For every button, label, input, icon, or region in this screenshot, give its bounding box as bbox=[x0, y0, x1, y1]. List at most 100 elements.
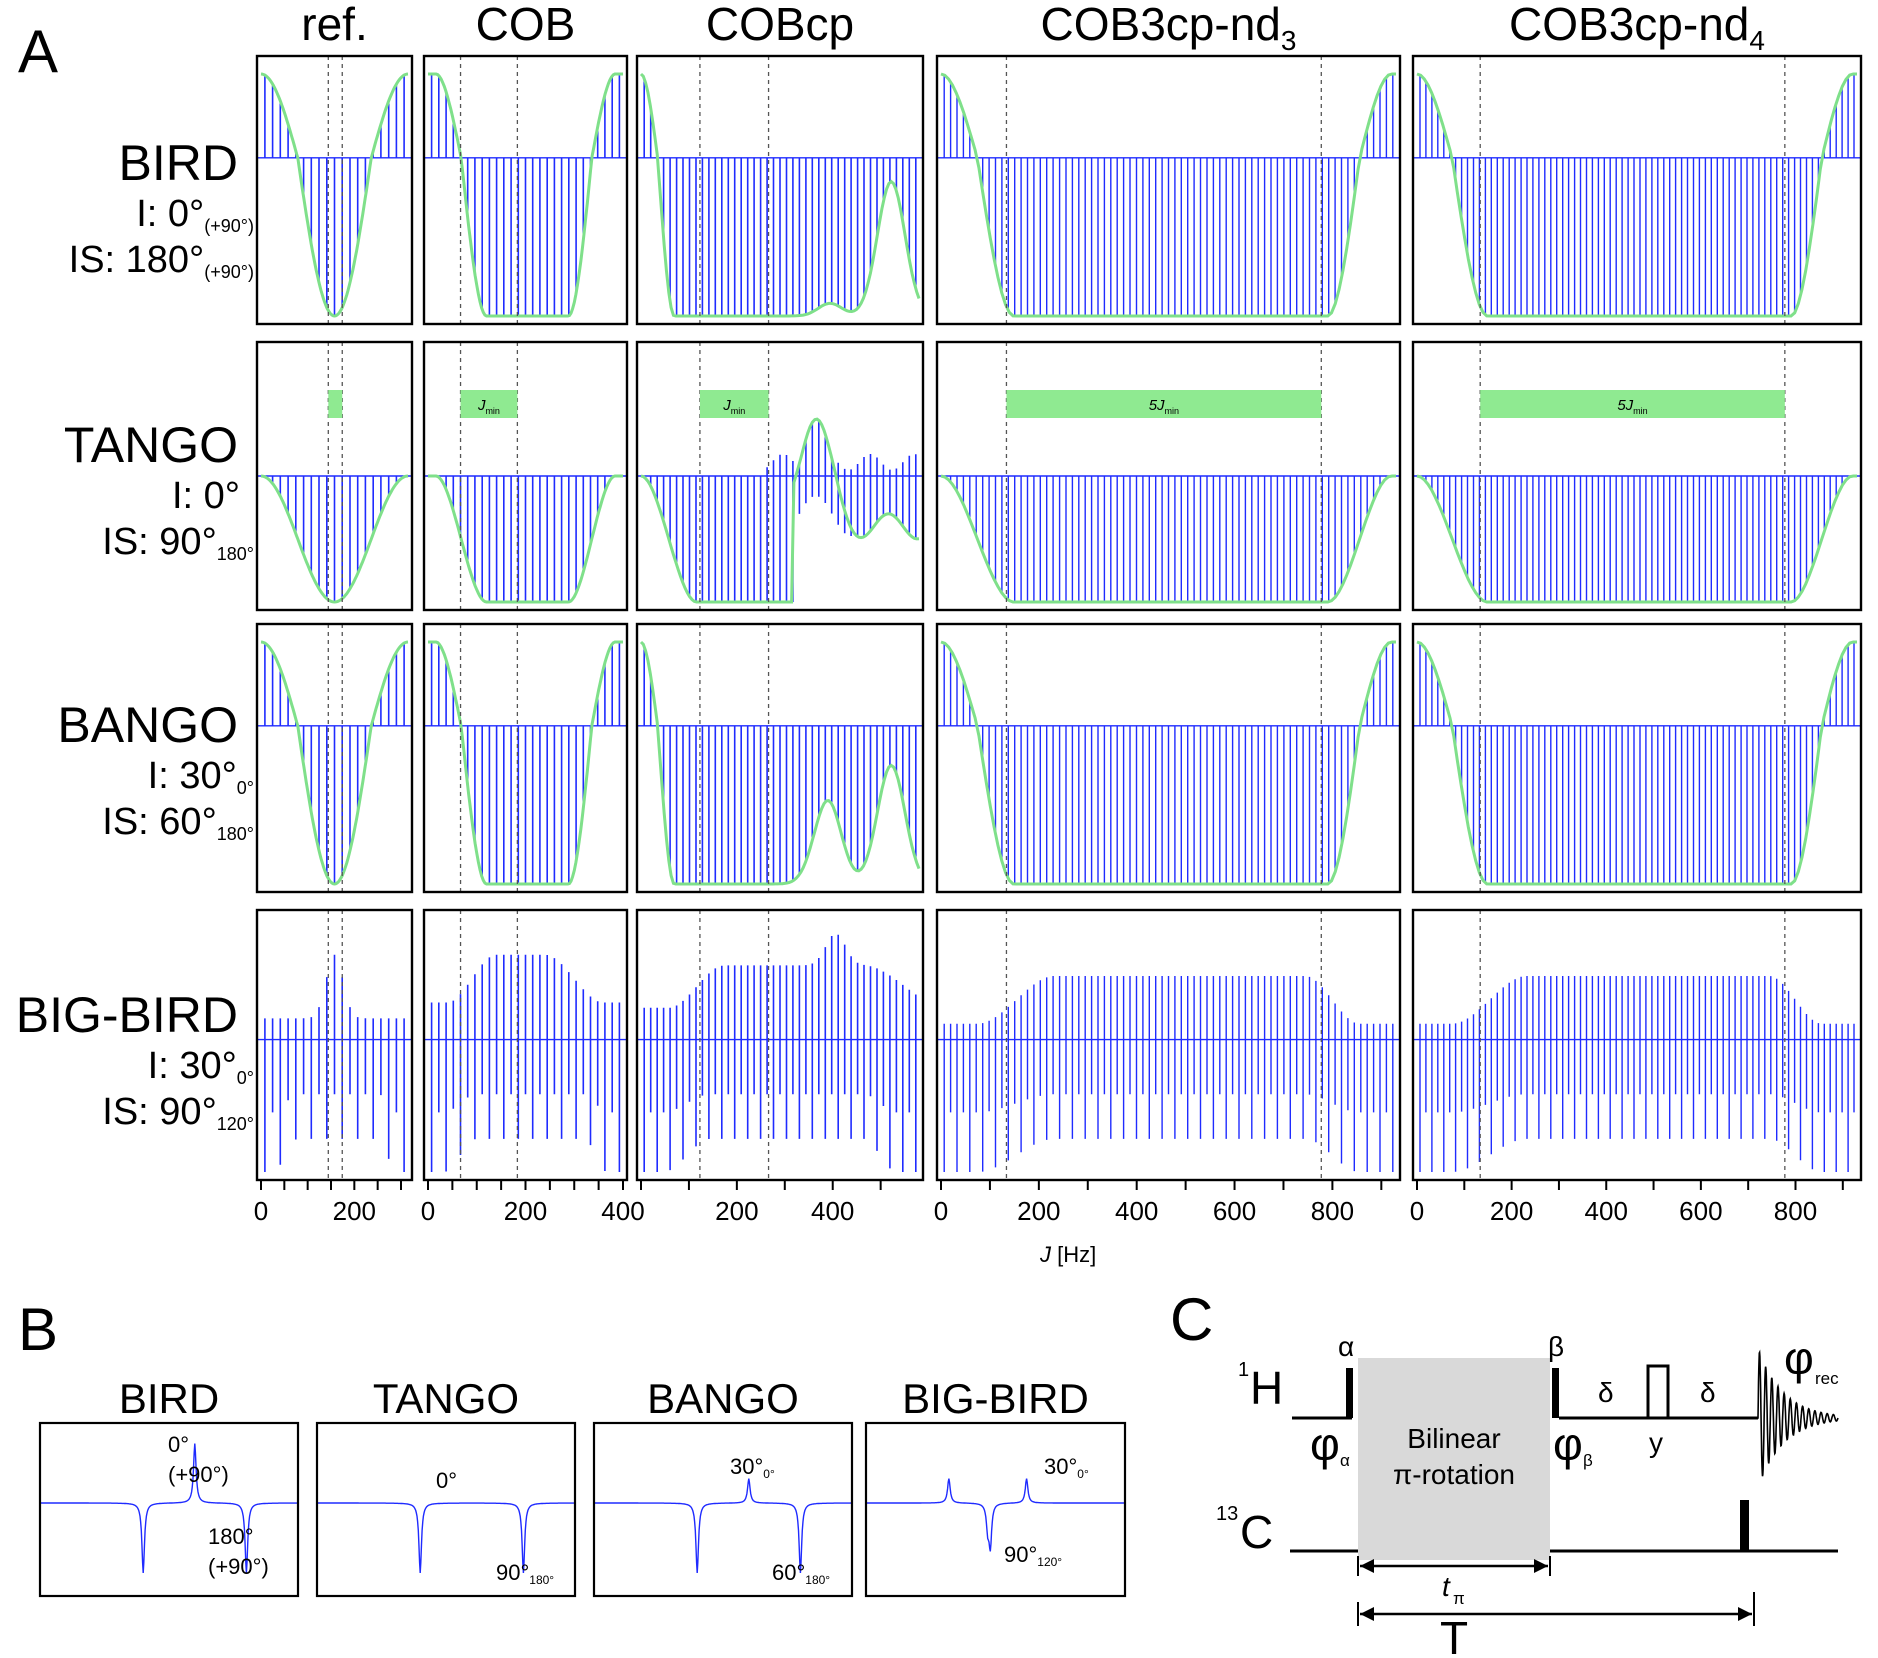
envelope-curve bbox=[940, 474, 1396, 604]
plot-frame bbox=[935, 54, 1402, 326]
row-1-l1: I: 0° bbox=[172, 475, 240, 517]
b-title-2: BANGO bbox=[647, 1375, 799, 1422]
envelope-curve bbox=[639, 72, 921, 318]
b-trace bbox=[866, 1478, 1125, 1552]
x-tick-label: 400 bbox=[601, 1196, 644, 1226]
b-spectrum-1: TANGO bbox=[315, 1375, 577, 1598]
alpha-label: α bbox=[1338, 1331, 1354, 1362]
plot-r1-c0 bbox=[255, 340, 414, 612]
envelope-curve bbox=[1416, 72, 1857, 318]
plot-frame bbox=[1411, 622, 1863, 894]
b0-bot2: (+90°) bbox=[208, 1554, 269, 1579]
pulse-beta bbox=[1552, 1368, 1559, 1418]
b-spectrum-2: BANGO bbox=[592, 1375, 854, 1598]
stick-series bbox=[943, 74, 1394, 316]
T-label: T bbox=[1440, 1612, 1468, 1658]
phi-alpha-sub: α bbox=[1340, 1451, 1350, 1470]
x-tick-label: 0 bbox=[934, 1196, 948, 1226]
envelope-curve bbox=[260, 72, 409, 318]
jrange-bar bbox=[1006, 390, 1322, 418]
x-tick-label: 200 bbox=[1490, 1196, 1533, 1226]
plot-frame bbox=[635, 908, 925, 1182]
pulse-alpha bbox=[1346, 1368, 1353, 1418]
b-trace bbox=[40, 1443, 298, 1574]
h-isotope-sup: 1 bbox=[1238, 1359, 1249, 1381]
stick-series bbox=[643, 646, 917, 884]
envelope-curve bbox=[260, 474, 409, 604]
plot-frame bbox=[255, 908, 414, 1182]
b-spectrum-0: BIRD bbox=[38, 1375, 300, 1598]
plot-r0-c4 bbox=[1411, 54, 1863, 326]
stick-series bbox=[943, 976, 1394, 1172]
row-3-l1: I: 30°0° bbox=[148, 1045, 254, 1088]
plot-frame bbox=[635, 54, 925, 326]
b-labels: 0° (+90°) 180° (+90°) 0° 90°180° 30°0° 60°180° 3… bbox=[168, 1432, 1089, 1587]
x-tick-label: 200 bbox=[333, 1196, 376, 1226]
plot-frame bbox=[1411, 54, 1863, 326]
stick-series bbox=[430, 954, 621, 1172]
b-frame bbox=[38, 1421, 300, 1598]
stick-series bbox=[264, 954, 405, 1172]
row-title-0: BIRD bbox=[119, 135, 238, 191]
stick-series bbox=[264, 643, 405, 884]
row-1-l2: IS: 90°180° bbox=[102, 521, 254, 564]
t-pi-label: t bbox=[1442, 1571, 1451, 1602]
plot-r2-c3 bbox=[935, 622, 1402, 894]
stick-series bbox=[438, 476, 613, 602]
plot-frame bbox=[255, 340, 414, 612]
phi-rec-sub: rec bbox=[1815, 1369, 1839, 1388]
plot-frame bbox=[255, 622, 414, 894]
plot-r1-c2: Jmin bbox=[635, 340, 925, 612]
row-2-l1: I: 30°0° bbox=[148, 755, 254, 798]
phi-alpha: φ bbox=[1310, 1418, 1340, 1470]
envelope-curve bbox=[940, 72, 1396, 318]
x-tick-label: 200 bbox=[504, 1196, 547, 1226]
plot-r2-c0 bbox=[255, 622, 414, 894]
x-axis-label: J [Hz] bbox=[1039, 1242, 1096, 1267]
row-title-3: BIG-BIRD bbox=[16, 987, 238, 1043]
box-label-1: Bilinear bbox=[1407, 1423, 1500, 1454]
x-tick-label: 0 bbox=[1410, 1196, 1424, 1226]
jrange-label: 5Jmin bbox=[1149, 397, 1179, 416]
b2-bot: 60°180° bbox=[772, 1560, 830, 1587]
x-tick-label: 0 bbox=[254, 1196, 268, 1226]
stick-series bbox=[643, 934, 917, 1172]
beta-label: β bbox=[1548, 1331, 1564, 1362]
stick-series bbox=[1419, 976, 1855, 1172]
plot-r0-c1 bbox=[422, 54, 629, 326]
column-title-4: COB3cp-nd4 bbox=[1509, 0, 1765, 56]
plot-r1-c4: 5Jmin bbox=[1411, 340, 1863, 612]
row-title-1: TANGO bbox=[64, 417, 238, 473]
plot-frame bbox=[1411, 340, 1863, 612]
x-axis-c3: 0 200 400 600 800 bbox=[934, 1180, 1383, 1226]
b-title-0: BIRD bbox=[119, 1375, 219, 1422]
delta-2: δ bbox=[1700, 1377, 1716, 1408]
b-frame bbox=[592, 1421, 854, 1598]
plot-frame bbox=[935, 340, 1402, 612]
fid-signal bbox=[1756, 1349, 1839, 1477]
x-tick-label: 200 bbox=[1017, 1196, 1060, 1226]
panel-label-c: C bbox=[1170, 1286, 1213, 1353]
x-tick-label: 400 bbox=[811, 1196, 854, 1226]
x-axis-c0: 0 200 bbox=[254, 1180, 402, 1226]
jrange-bar bbox=[460, 390, 518, 418]
plot-frame bbox=[255, 54, 414, 326]
plot-r1-c1: Jmin bbox=[422, 340, 629, 612]
stick-series bbox=[430, 74, 621, 316]
b2-top: 30°0° bbox=[730, 1454, 775, 1481]
phi-beta: φ bbox=[1553, 1418, 1583, 1470]
b0-top2: (+90°) bbox=[168, 1462, 229, 1487]
plot-r3-c2 bbox=[635, 908, 925, 1182]
plot-r3-c4 bbox=[1411, 908, 1863, 1182]
plot-frame bbox=[1411, 908, 1863, 1182]
row-2-l2: IS: 60°180° bbox=[102, 801, 254, 844]
row-0-l1: I: 0°(+90°) bbox=[136, 193, 254, 236]
jrange-bar bbox=[699, 390, 769, 418]
stick-series bbox=[264, 75, 405, 316]
plot-r3-c3 bbox=[935, 908, 1402, 1182]
plot-r0-c2 bbox=[635, 54, 925, 326]
plot-r3-c1 bbox=[422, 908, 629, 1182]
x-tick-label: 600 bbox=[1679, 1196, 1722, 1226]
stick-series bbox=[1419, 476, 1849, 602]
